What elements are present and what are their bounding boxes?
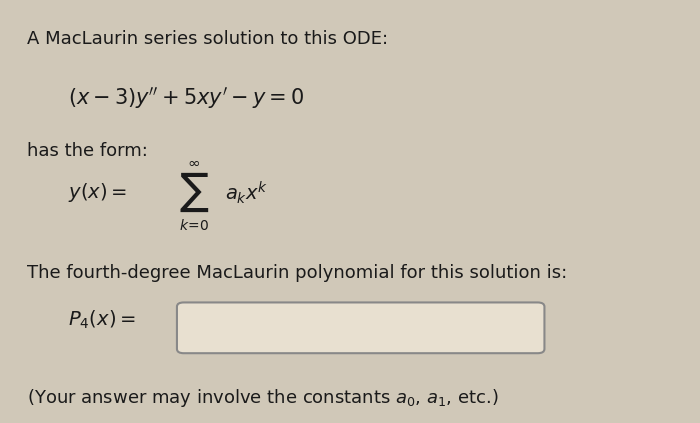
Text: $\sum$: $\sum$ (179, 171, 209, 214)
FancyBboxPatch shape (177, 302, 545, 353)
Text: $k\!=\!0$: $k\!=\!0$ (178, 218, 209, 233)
Text: (Your answer may involve the constants $a_0$, $a_1$, etc.): (Your answer may involve the constants $… (27, 387, 499, 409)
Text: A MacLaurin series solution to this ODE:: A MacLaurin series solution to this ODE: (27, 30, 388, 48)
Text: $P_4(x) =$: $P_4(x) =$ (68, 308, 136, 330)
Text: The fourth-degree MacLaurin polynomial for this solution is:: The fourth-degree MacLaurin polynomial f… (27, 264, 568, 283)
Text: $y(x) = $: $y(x) = $ (68, 181, 127, 204)
Text: has the form:: has the form: (27, 142, 148, 160)
Text: $a_k x^k$: $a_k x^k$ (225, 179, 268, 206)
Text: $\infty$: $\infty$ (188, 155, 200, 170)
Text: $(x - 3)y^{\prime\prime} + 5xy^{\prime} - y = 0$: $(x - 3)y^{\prime\prime} + 5xy^{\prime} … (68, 85, 304, 110)
